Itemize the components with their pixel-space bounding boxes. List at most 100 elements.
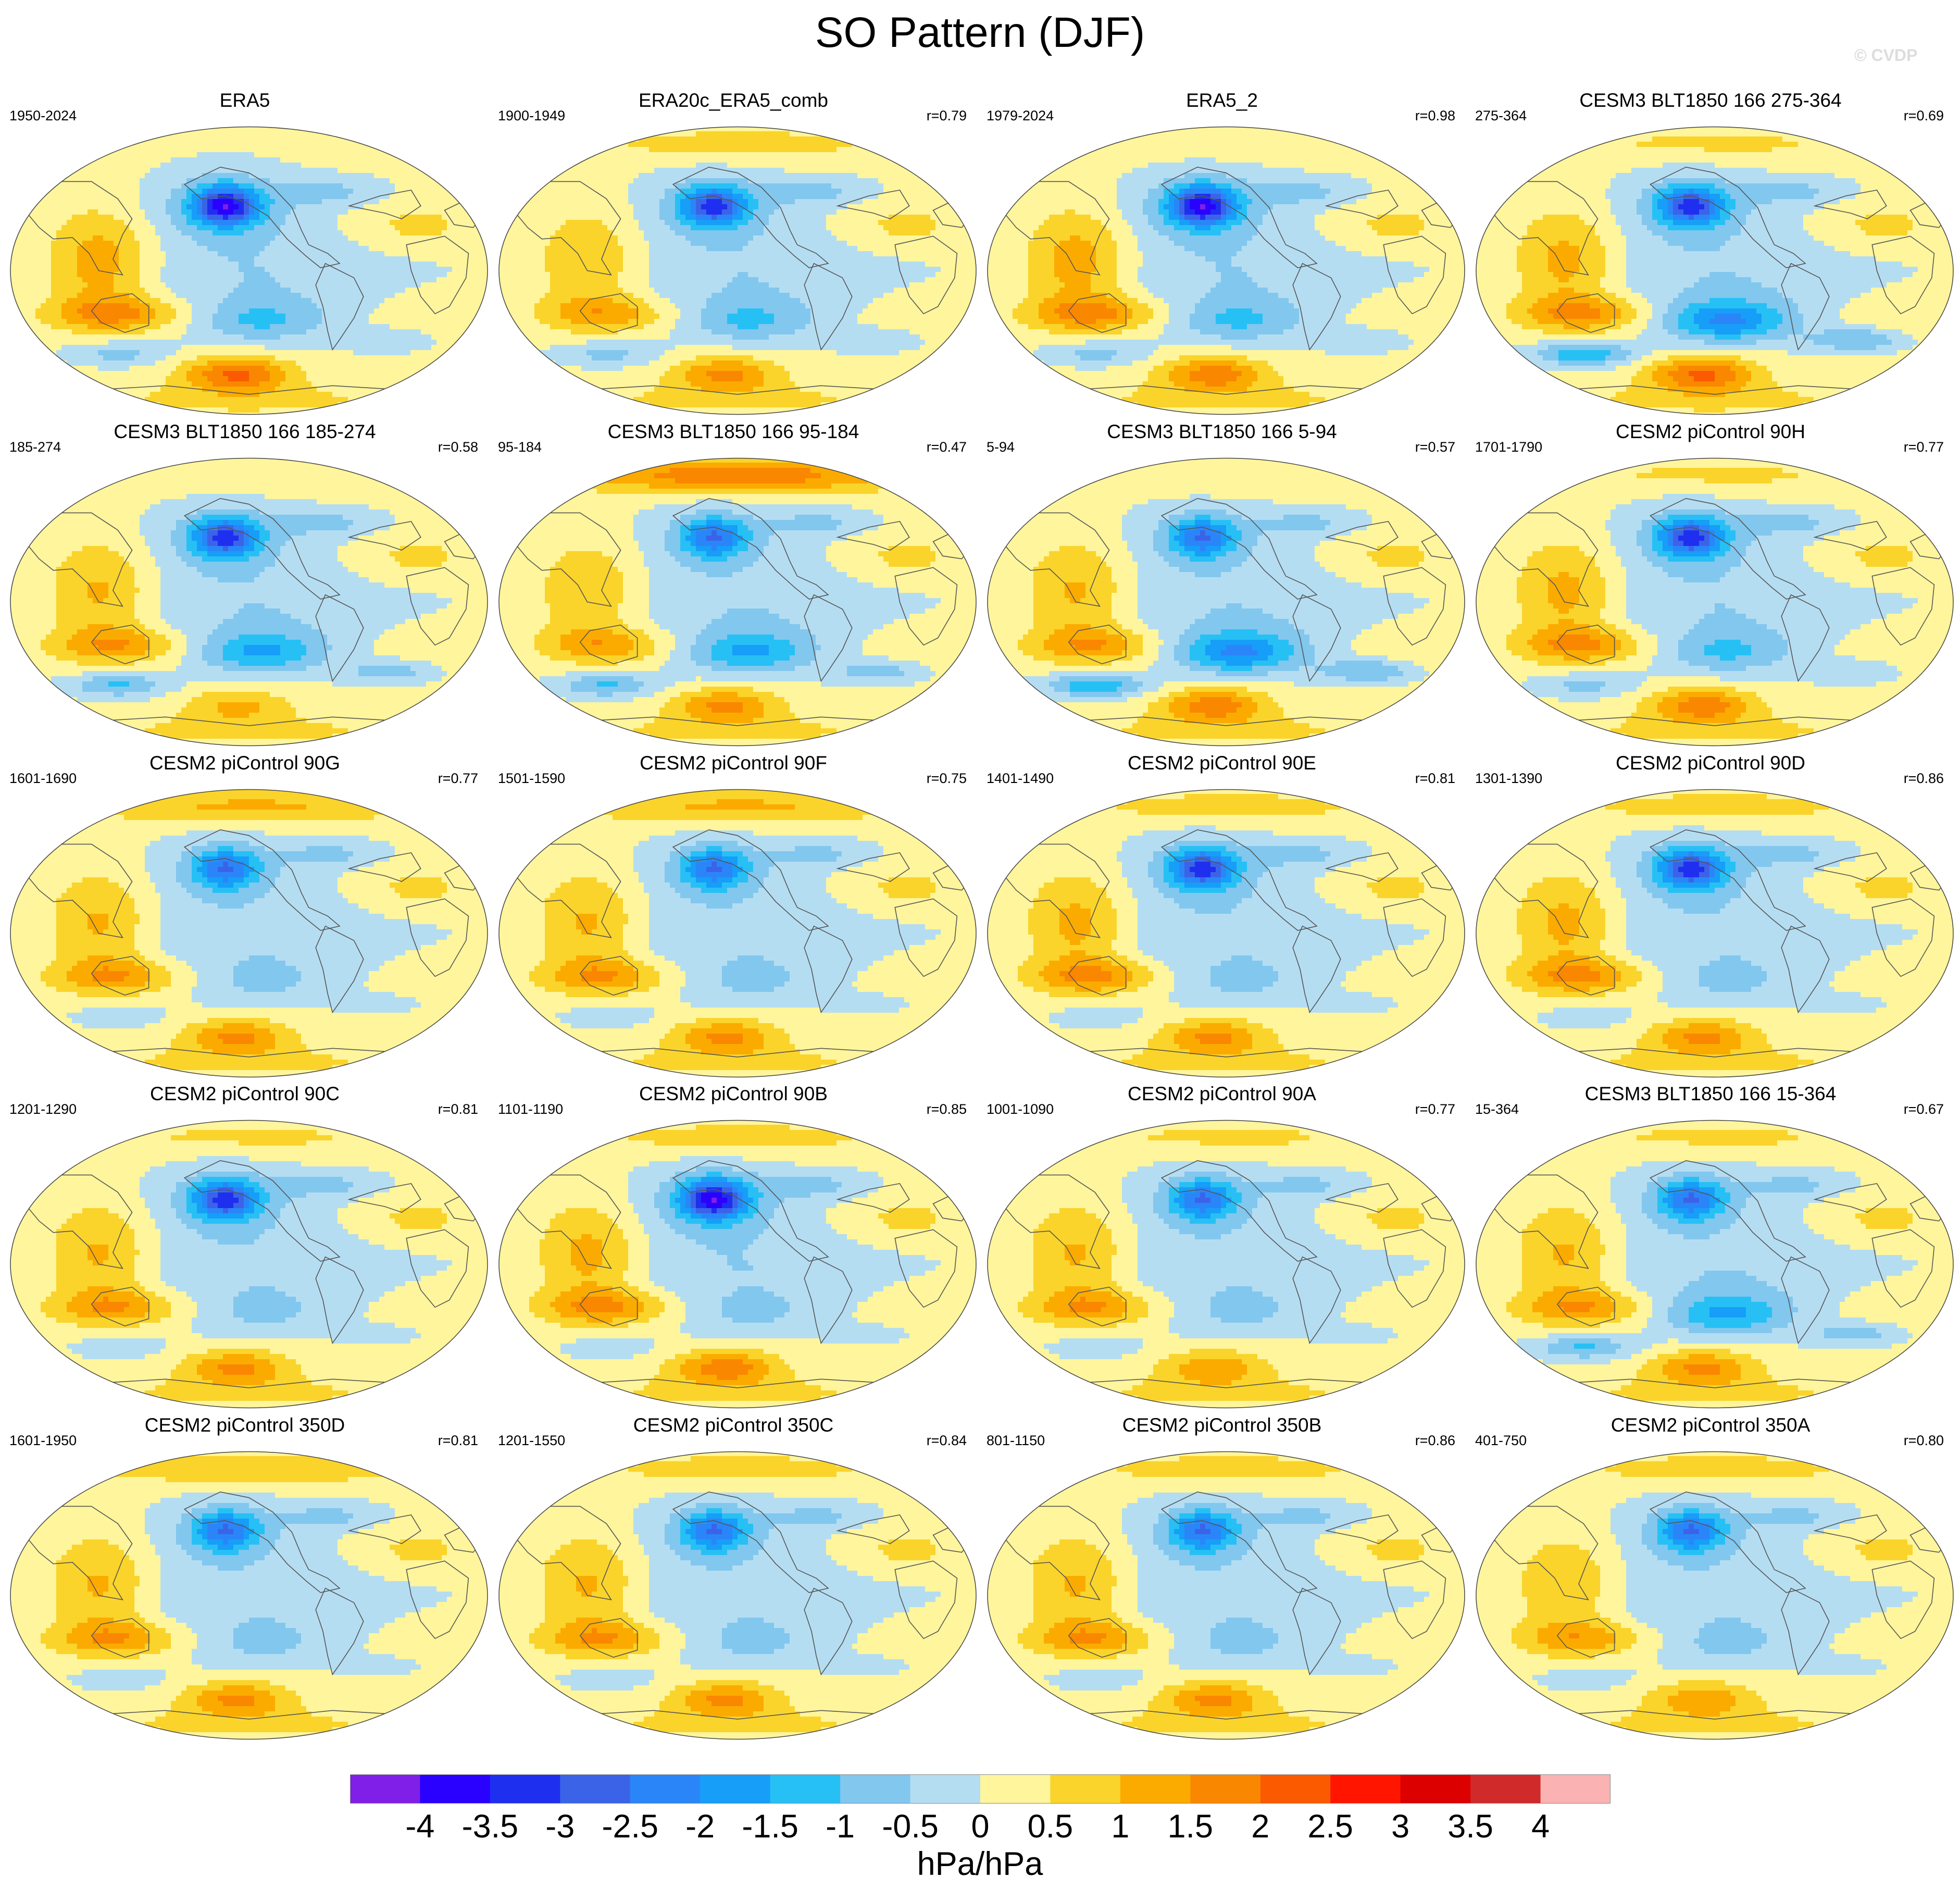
field-cell (457, 272, 463, 278)
field-cell (431, 209, 437, 215)
field-cell (597, 178, 603, 184)
field-cell (353, 319, 359, 325)
field-cell (233, 147, 239, 153)
field-cell (61, 272, 67, 278)
field-cell (291, 189, 296, 194)
field-cell (369, 230, 374, 236)
field-cell (239, 256, 244, 262)
field-cell (108, 282, 114, 288)
field-cell (416, 376, 421, 382)
field-cell (338, 178, 343, 184)
field-cell (379, 324, 385, 330)
field-cell (103, 308, 109, 314)
field-cell (410, 376, 416, 382)
field-cell (186, 225, 192, 231)
field-cell (181, 282, 187, 288)
field-cell (233, 230, 239, 236)
field-cell (192, 381, 197, 387)
field-cell (129, 209, 135, 215)
field-cell (633, 178, 639, 184)
field-cell (134, 220, 140, 226)
field-cell (228, 387, 234, 392)
field-cell (223, 152, 229, 158)
field-cell (56, 215, 62, 220)
field-cell (805, 157, 811, 163)
field-cell (758, 147, 764, 153)
field-cell (431, 199, 437, 205)
field-cell (134, 288, 140, 293)
field-cell (82, 329, 88, 335)
field-cell (254, 371, 260, 377)
field-cell (233, 387, 239, 392)
field-cell (129, 183, 135, 189)
field-cell (181, 225, 187, 231)
field-cell (197, 267, 203, 272)
field-cell (72, 361, 78, 366)
field-cell (374, 288, 380, 293)
field-cell (322, 407, 328, 413)
field-cell (119, 355, 124, 361)
field-cell (259, 387, 265, 392)
field-cell (468, 241, 473, 246)
field-cell (306, 340, 312, 345)
field-cell (379, 392, 385, 397)
field-cell (150, 308, 156, 314)
field-cell (244, 293, 249, 299)
field-cell (784, 178, 790, 184)
field-cell (280, 178, 286, 184)
field-cell (249, 178, 255, 184)
field-cell (280, 303, 286, 309)
field-cell (920, 173, 926, 179)
field-cell (291, 314, 296, 319)
field-cell (114, 298, 119, 304)
field-cell (181, 392, 187, 397)
field-cell (395, 319, 401, 325)
field-cell (369, 324, 374, 330)
field-cell (379, 350, 385, 356)
field-cell (560, 178, 566, 184)
field-cell (291, 288, 296, 293)
field-cell (374, 376, 380, 382)
field-cell (447, 225, 453, 231)
field-cell (306, 288, 312, 293)
field-cell (628, 147, 634, 153)
field-cell (56, 262, 62, 267)
field-cell (186, 355, 192, 361)
field-cell (753, 142, 759, 147)
field-cell (88, 329, 93, 335)
field-cell (181, 136, 187, 142)
field-cell (181, 303, 187, 309)
field-cell (285, 183, 291, 189)
field-cell (254, 392, 260, 397)
field-cell (390, 334, 395, 340)
field-cell (145, 355, 151, 361)
field-cell (384, 241, 390, 246)
field-cell (108, 173, 114, 179)
field-cell (670, 157, 676, 163)
field-cell (436, 350, 442, 356)
field-cell (223, 371, 229, 377)
field-cell (223, 340, 229, 345)
field-cell (72, 334, 78, 340)
field-cell (691, 163, 696, 168)
field-cell (586, 163, 592, 168)
field-cell (332, 334, 338, 340)
field-cell (239, 413, 244, 415)
field-cell (452, 324, 458, 330)
field-cell (72, 215, 78, 220)
field-cell (322, 209, 328, 215)
field-cell (405, 340, 411, 345)
field-cell (426, 314, 432, 319)
field-cell (218, 220, 223, 226)
field-cell (108, 366, 114, 371)
field-cell (265, 402, 270, 408)
field-cell (639, 168, 644, 173)
field-cell (213, 402, 218, 408)
field-cell (15, 225, 20, 231)
field-cell (452, 334, 458, 340)
field-cell (192, 163, 197, 168)
field-cell (338, 194, 343, 200)
field-cell (343, 230, 348, 236)
field-cell (816, 136, 821, 142)
field-cell (114, 235, 119, 241)
